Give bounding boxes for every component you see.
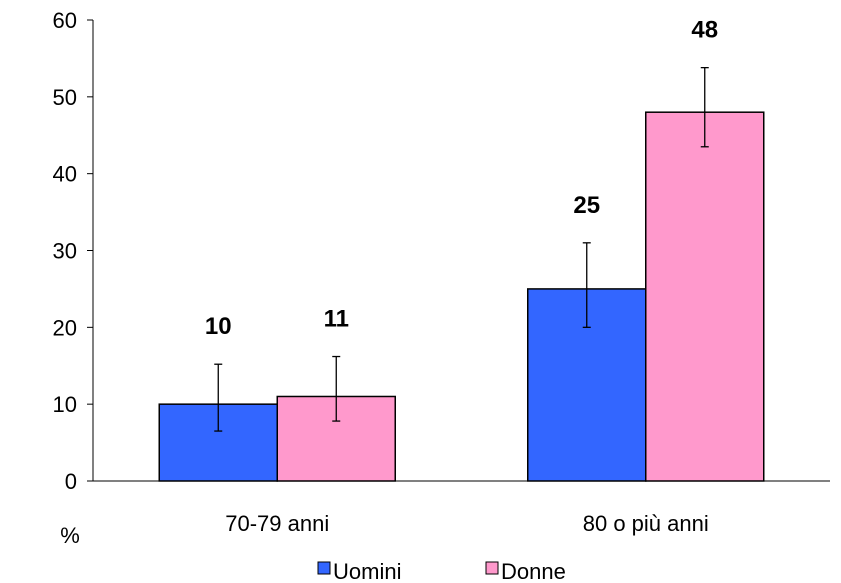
y-tick-label: 10 <box>53 392 77 417</box>
legend-label: Uomini <box>333 559 401 583</box>
value-label: 25 <box>573 192 600 219</box>
legend-label: Donne <box>501 559 566 583</box>
bars <box>158 111 765 482</box>
x-tick-label: 80 o più anni <box>583 511 709 536</box>
error-bars <box>214 66 709 432</box>
value-label: 11 <box>324 306 349 333</box>
y-tick-label: 20 <box>53 315 77 340</box>
y-tick-label: 60 <box>53 8 77 33</box>
y-tick-label: 40 <box>53 162 77 187</box>
bar-1-1 <box>645 111 765 482</box>
legend: Uomini Donne <box>317 559 566 583</box>
legend-swatch <box>317 561 331 575</box>
y-tick-label: 30 <box>53 239 77 264</box>
value-label: 10 <box>205 313 232 340</box>
legend-swatch <box>485 561 499 575</box>
bar-0-0 <box>158 403 278 482</box>
axes: 0 10 20 30 40 50 60 70-79 anni 80 o più anni <box>53 8 830 536</box>
y-tick-label: 0 <box>65 469 77 494</box>
value-labels: 10 11 25 48 <box>205 17 718 341</box>
y-axis-label: % <box>60 523 80 548</box>
y-tick-label: 50 <box>53 85 77 110</box>
x-tick-label: 70-79 anni <box>225 511 329 536</box>
value-label: 48 <box>691 17 718 44</box>
